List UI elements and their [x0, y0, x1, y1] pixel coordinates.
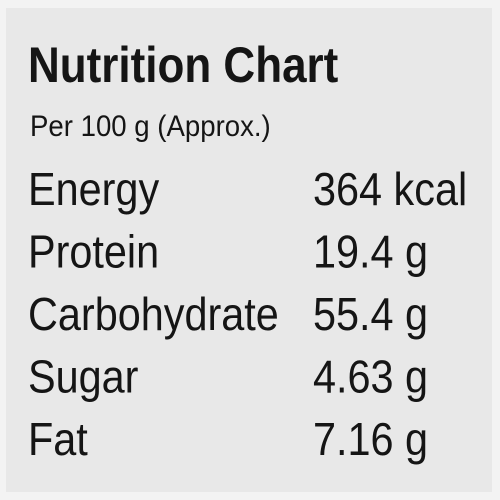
- nutrient-value-group: 55.4 g: [313, 289, 428, 341]
- nutrient-name-group: Energy: [28, 164, 159, 216]
- title-group: Nutrition Chart: [28, 36, 339, 92]
- title: Nutrition Chart: [28, 36, 339, 92]
- nutrient-name: Fat: [28, 414, 88, 466]
- subtitle-group: Per 100 g (Approx.): [30, 110, 271, 143]
- nutrient-name: Energy: [28, 164, 159, 216]
- nutrient-value: 7.16 g: [313, 414, 428, 466]
- nutrient-value-group: 364 kcal: [313, 164, 467, 216]
- subtitle: Per 100 g (Approx.): [30, 110, 271, 143]
- nutrient-value: 4.63 g: [313, 352, 428, 404]
- nutrient-name: Protein: [28, 227, 159, 279]
- nutrient-name-group: Protein: [28, 227, 159, 279]
- nutrient-value-group: 4.63 g: [313, 352, 428, 404]
- nutrient-value: 55.4 g: [313, 289, 428, 341]
- nutrient-name-group: Fat: [28, 414, 88, 466]
- nutrient-value: 364 kcal: [313, 164, 467, 216]
- nutrient-name: Carbohydrate: [28, 289, 279, 341]
- nutrition-rows: Energy 364 kcal Protein 19.4 g Carbohydrate 5…: [28, 164, 467, 466]
- label-panel: [6, 8, 492, 492]
- nutrient-name: Sugar: [28, 352, 138, 404]
- nutrient-name-group: Carbohydrate: [28, 289, 279, 341]
- nutrient-value: 19.4 g: [313, 227, 428, 279]
- nutrient-value-group: 19.4 g: [313, 227, 428, 279]
- nutrient-name-group: Sugar: [28, 352, 138, 404]
- nutrient-value-group: 7.16 g: [313, 414, 428, 466]
